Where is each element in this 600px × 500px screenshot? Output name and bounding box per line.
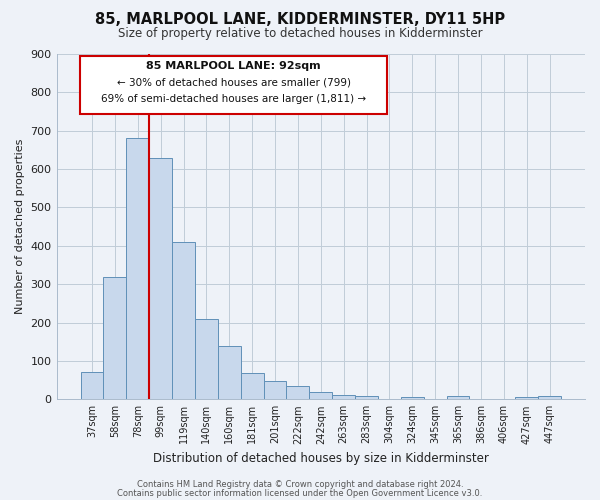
Bar: [446, 396, 469, 400]
Bar: [332, 396, 355, 400]
Bar: [538, 396, 561, 400]
Bar: [195, 318, 218, 400]
Bar: [218, 346, 241, 400]
Bar: [241, 373, 263, 400]
FancyBboxPatch shape: [80, 56, 387, 114]
Bar: [286, 386, 310, 400]
Bar: [515, 398, 538, 400]
Bar: [149, 158, 172, 400]
Text: Contains HM Land Registry data © Crown copyright and database right 2024.: Contains HM Land Registry data © Crown c…: [137, 480, 463, 489]
Text: 85, MARLPOOL LANE, KIDDERMINSTER, DY11 5HP: 85, MARLPOOL LANE, KIDDERMINSTER, DY11 5…: [95, 12, 505, 28]
Bar: [401, 398, 424, 400]
Text: Contains public sector information licensed under the Open Government Licence v3: Contains public sector information licen…: [118, 488, 482, 498]
Bar: [310, 392, 332, 400]
Bar: [103, 276, 127, 400]
Bar: [172, 242, 195, 400]
Bar: [127, 138, 149, 400]
Text: ← 30% of detached houses are smaller (799): ← 30% of detached houses are smaller (79…: [116, 78, 350, 88]
Bar: [80, 372, 103, 400]
Bar: [263, 381, 286, 400]
Text: 69% of semi-detached houses are larger (1,811) →: 69% of semi-detached houses are larger (…: [101, 94, 366, 104]
Bar: [355, 396, 378, 400]
Text: Size of property relative to detached houses in Kidderminster: Size of property relative to detached ho…: [118, 28, 482, 40]
X-axis label: Distribution of detached houses by size in Kidderminster: Distribution of detached houses by size …: [153, 452, 489, 465]
Text: 85 MARLPOOL LANE: 92sqm: 85 MARLPOOL LANE: 92sqm: [146, 61, 321, 71]
Y-axis label: Number of detached properties: Number of detached properties: [15, 139, 25, 314]
